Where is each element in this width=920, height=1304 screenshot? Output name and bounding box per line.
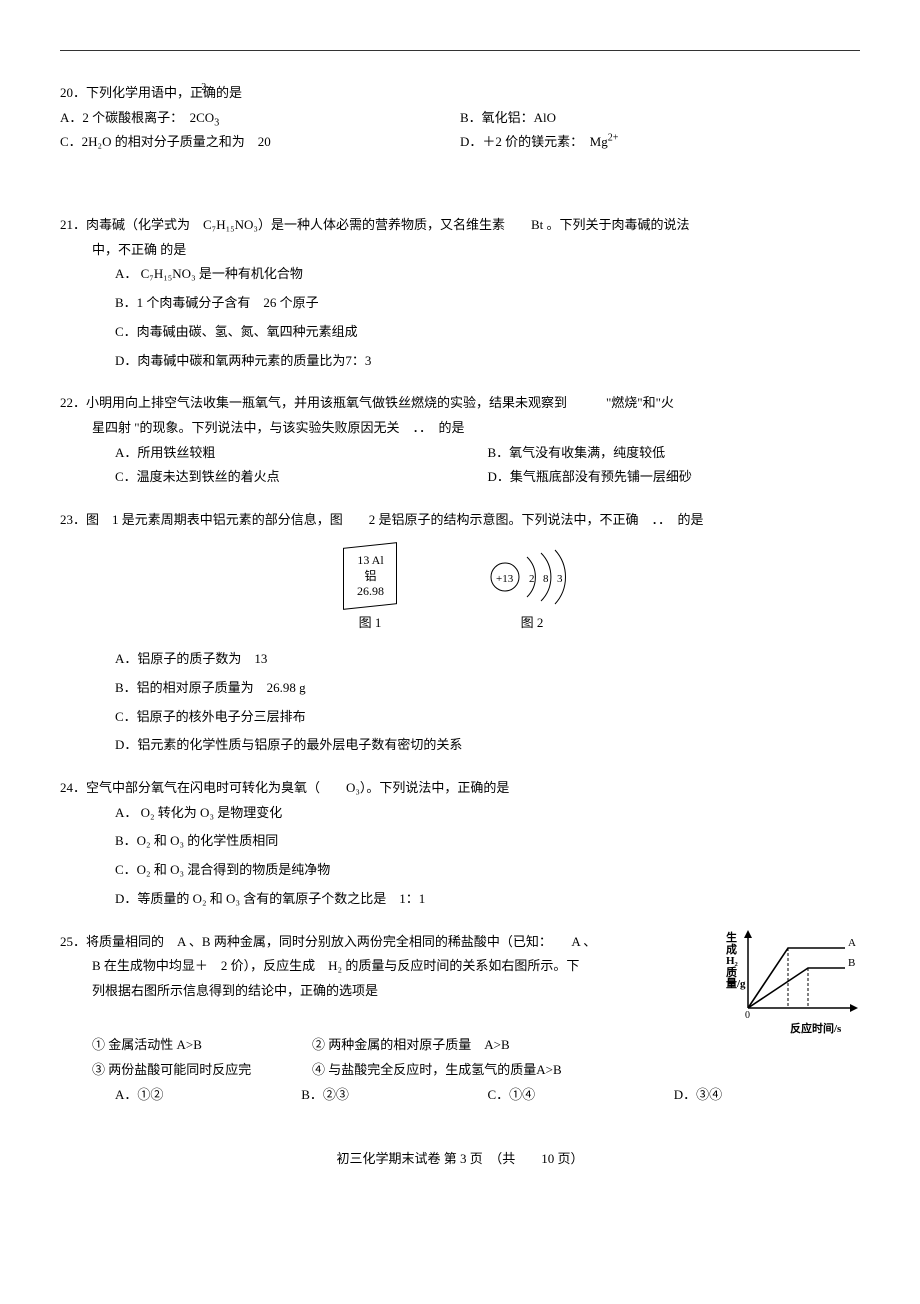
q20-opt-a: A．2 个碳酸根离子： 2CO32- bbox=[60, 106, 460, 131]
question-22: 22．小明用向上排空气法收集一瓶氧气，并用该瓶氧气做铁丝燃烧的实验，结果未观察到… bbox=[60, 391, 860, 490]
q23-num: 23 bbox=[60, 512, 73, 527]
q24-opt-b: B．O₂ 和 O₃ 的化学性质相同 bbox=[115, 829, 860, 854]
q22-stem-a: ．小明用向上排空气法收集一瓶氧气，并用该瓶氧气做铁丝燃烧的实验，结果未观察到 "… bbox=[73, 395, 674, 410]
q22-opt-d: D．集气瓶底部没有预先铺一层细砂 bbox=[488, 465, 861, 490]
periodic-cell-al: 13 Al 铝 26.98 bbox=[343, 542, 397, 610]
q21-opt-d: D．肉毒碱中碳和氧两种元素的质量比为7：3 bbox=[115, 349, 860, 374]
q24-num: 24 bbox=[60, 780, 73, 795]
q23-fig2: +13 2 8 3 图 2 bbox=[487, 547, 577, 636]
q20-opt-b: B．氧化铝：AlO bbox=[460, 106, 860, 131]
q25-stem-b: B 在生成物中均显＋ 2 价），反应生成 H₂ 的质量与反应时间的关系如右图所示… bbox=[60, 954, 722, 979]
q24-stem: 24．空气中部分氧气在闪电时可转化为臭氧（ O₃）。下列说法中，正确的是 bbox=[60, 776, 860, 801]
q22-num: 22 bbox=[60, 395, 73, 410]
question-20: 20．下列化学用语中，正确的是 A．2 个碳酸根离子： 2CO32- B．氧化铝… bbox=[60, 81, 860, 155]
question-23: 23．图 1 是元素周期表中铝元素的部分信息，图 2 是铝原子的结构示意图。下列… bbox=[60, 508, 860, 758]
q23-fig1-line2: 铝 bbox=[357, 568, 384, 584]
q25-opt-d: D．③④ bbox=[674, 1083, 860, 1108]
q23-nucleus: +13 bbox=[496, 569, 513, 590]
q23-opt-a: A．铝原子的质子数为 13 bbox=[115, 647, 860, 672]
question-25: 25．将质量相同的 A 、B 两种金属，同时分别放入两份完全相同的稀盐酸中（已知… bbox=[60, 930, 860, 1108]
q20-opt-c: C．2H₂O 的相对分子质量之和为 20 bbox=[60, 130, 460, 155]
q20-opt-d: D．＋2 价的镁元素： Mg2+ bbox=[460, 130, 860, 155]
q20-opt-a-pre: A．2 个碳酸根离子： 2CO bbox=[60, 110, 214, 125]
q21-opt-a: A． C₇H₁₅NO₃ 是一种有机化合物 bbox=[115, 262, 860, 287]
q23-fig2-label: 图 2 bbox=[487, 611, 577, 636]
q25-stem-c: 列根据右图所示信息得到的结论中，正确的选项是 bbox=[60, 979, 722, 1004]
question-24: 24．空气中部分氧气在闪电时可转化为臭氧（ O₃）。下列说法中，正确的是 A． … bbox=[60, 776, 860, 911]
q25-cond-4: ④ 与盐酸完全反应时，生成氢气的质量A>B bbox=[312, 1058, 562, 1083]
atom-diagram-al: +13 2 8 3 bbox=[487, 547, 577, 607]
svg-text:0: 0 bbox=[745, 1010, 750, 1021]
question-21: 21．肉毒碱（化学式为 C₇H₁₅NO₃）是一种人体必需的营养物质，又名维生素 … bbox=[60, 213, 860, 373]
q22-stem: 22．小明用向上排空气法收集一瓶氧气，并用该瓶氧气做铁丝燃烧的实验，结果未观察到… bbox=[60, 391, 860, 416]
q25-cond-1: ① 金属活动性 A>B bbox=[92, 1033, 312, 1058]
q21-opt-c: C．肉毒碱由碳、氢、氮、氧四种元素组成 bbox=[115, 320, 860, 345]
q25-ylabel: 生成H₂质量/g bbox=[726, 933, 740, 991]
q20-opt-d-sup: 2+ bbox=[608, 133, 619, 144]
q24-stem-text: ．空气中部分氧气在闪电时可转化为臭氧（ O₃）。下列说法中，正确的是 bbox=[73, 780, 509, 795]
q23-fig1: 13 Al 铝 26.98 图 1 bbox=[343, 545, 397, 636]
q22-opt-a: A．所用铁丝较粗 bbox=[115, 441, 488, 466]
q20-stem-text: ．下列化学用语中，正确的是 bbox=[73, 85, 242, 100]
q25-num: 25 bbox=[60, 934, 73, 949]
svg-text:A: A bbox=[848, 937, 856, 949]
svg-text:B: B bbox=[848, 957, 855, 969]
top-rule bbox=[60, 50, 860, 51]
q20-stem: 20．下列化学用语中，正确的是 bbox=[60, 81, 860, 106]
q24-opt-d: D．等质量的 O₂ 和 O₃ 含有的氧原子个数之比是 1：1 bbox=[115, 887, 860, 912]
q22-opt-c: C．温度未达到铁丝的着火点 bbox=[115, 465, 488, 490]
q21-stem: 21．肉毒碱（化学式为 C₇H₁₅NO₃）是一种人体必需的营养物质，又名维生素 … bbox=[60, 213, 860, 238]
q20-opt-d-pre: D．＋2 价的镁元素： Mg bbox=[460, 134, 608, 149]
q22-opt-b: B．氧气没有收集满，纯度较低 bbox=[488, 441, 861, 466]
q25-xlabel: 反应时间/s bbox=[790, 1019, 841, 1040]
q21-opt-b: B．1 个肉毒碱分子含有 26 个原子 bbox=[115, 291, 860, 316]
q23-fig1-line3: 26.98 bbox=[357, 583, 384, 599]
q21-stem-b: 中，不正确 的是 bbox=[60, 238, 860, 263]
q20-num: 20 bbox=[60, 85, 73, 100]
q25-cond-3: ③ 两份盐酸可能同时反应完 bbox=[92, 1058, 312, 1083]
q23-stem-text: ．图 1 是元素周期表中铝元素的部分信息，图 2 是铝原子的结构示意图。下列说法… bbox=[73, 512, 704, 527]
q23-shell3: 3 bbox=[557, 569, 563, 590]
q23-fig1-label: 图 1 bbox=[343, 611, 397, 636]
q25-cond-2: ② 两种金属的相对原子质量 A>B bbox=[312, 1033, 510, 1058]
q23-stem: 23．图 1 是元素周期表中铝元素的部分信息，图 2 是铝原子的结构示意图。下列… bbox=[60, 508, 860, 533]
q21-stem-a: ．肉毒碱（化学式为 C₇H₁₅NO₃）是一种人体必需的营养物质，又名维生素 Bt… bbox=[73, 217, 690, 232]
q25-opt-c: C．①④ bbox=[488, 1083, 674, 1108]
q25-opt-a: A．①② bbox=[115, 1083, 301, 1108]
q23-opt-b: B．铝的相对原子质量为 26.98 g bbox=[115, 676, 860, 701]
q22-stem-b: 星四射 "的现象。下列说法中，与该实验失败原因无关 ．． 的是 bbox=[60, 416, 860, 441]
q24-opt-c: C．O₂ 和 O₃ 混合得到的物质是纯净物 bbox=[115, 858, 860, 883]
q21-num: 21 bbox=[60, 217, 73, 232]
q23-shell2: 8 bbox=[543, 569, 549, 590]
q25-stem-a: ．将质量相同的 A 、B 两种金属，同时分别放入两份完全相同的稀盐酸中（已知： … bbox=[73, 934, 596, 949]
q23-opt-c: C．铝原子的核外电子分三层排布 bbox=[115, 705, 860, 730]
q23-opt-d: D．铝元素的化学性质与铝原子的最外层电子数有密切的关系 bbox=[115, 733, 860, 758]
q25-stem: 25．将质量相同的 A 、B 两种金属，同时分别放入两份完全相同的稀盐酸中（已知… bbox=[60, 930, 722, 955]
page-footer: 初三化学期末试卷 第 3 页 （共 10 页） bbox=[60, 1147, 860, 1172]
q23-shell1: 2 bbox=[529, 569, 535, 590]
q25-chart: A B 0 生成H₂质量/g 反应时间/s bbox=[730, 930, 860, 1034]
q23-fig1-line1: 13 Al bbox=[357, 552, 384, 568]
q20-opt-a-sub: 3 bbox=[214, 117, 219, 128]
q24-opt-a: A． O₂ 转化为 O₃ 是物理变化 bbox=[115, 801, 860, 826]
q25-opt-b: B．②③ bbox=[301, 1083, 487, 1108]
